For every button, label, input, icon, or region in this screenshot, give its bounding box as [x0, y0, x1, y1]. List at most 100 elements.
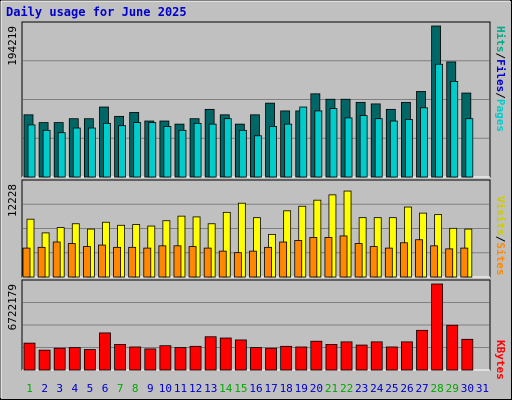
bar-pages-day-7 [118, 125, 126, 178]
x-tick-day-31: 31 [476, 382, 489, 395]
bar-sites-day-17 [264, 246, 272, 278]
legend-visits-sites-part-2: Sites [494, 242, 507, 275]
bar-kbytes-day-10 [159, 345, 172, 371]
x-tick-day-25: 25 [385, 382, 398, 395]
panel-max-label: 12228 [6, 184, 19, 217]
x-tick-day-23: 23 [355, 382, 368, 395]
x-tick-day-18: 18 [280, 382, 293, 395]
bar-kbytes-day-26 [401, 341, 413, 371]
bar-sites-day-15 [233, 252, 242, 278]
bar-pages-day-17 [269, 126, 277, 178]
x-tick-day-21: 21 [325, 382, 338, 395]
bar-sites-day-29 [445, 248, 454, 278]
bar-pages-day-29 [450, 80, 459, 178]
x-tick-day-12: 12 [189, 382, 202, 395]
x-tick-day-20: 20 [310, 382, 323, 395]
bar-kbytes-day-12 [189, 345, 202, 371]
bar-kbytes-day-15 [234, 339, 247, 371]
bar-sites-day-4 [67, 243, 76, 278]
bar-kbytes-day-8 [129, 346, 142, 371]
bar-kbytes-day-5 [83, 349, 96, 371]
legend-visits-sites: Visits/Sites [494, 196, 507, 276]
bar-sites-day-8 [128, 246, 137, 278]
bar-pages-day-23 [359, 115, 368, 178]
bar-pages-day-30 [465, 118, 474, 178]
x-tick-day-6: 6 [102, 382, 109, 395]
legend-hits-files-pages-part-4: Pages [494, 99, 507, 132]
x-tick-day-13: 13 [204, 382, 217, 395]
bar-pages-day-27 [420, 107, 428, 178]
bar-pages-day-3 [57, 132, 66, 178]
bar-kbytes-day-24 [370, 341, 383, 371]
bar-pages-day-18 [284, 123, 293, 178]
x-tick-day-30: 30 [461, 382, 474, 395]
bar-kbytes-day-16 [250, 347, 262, 371]
x-tick-day-14: 14 [219, 382, 233, 395]
x-tick-day-19: 19 [295, 382, 308, 395]
bar-kbytes-day-6 [99, 332, 111, 371]
x-tick-day-16: 16 [249, 382, 262, 395]
bar-sites-day-11 [173, 245, 182, 278]
bar-pages-day-12 [193, 122, 202, 178]
legend-hits-files-pages: Hits/Files/Pages [494, 26, 507, 132]
bar-kbytes-day-4 [68, 347, 81, 371]
chart-title: Daily usage for June 2025 [6, 5, 187, 19]
bar-pages-day-11 [178, 129, 187, 178]
bar-kbytes-day-20 [310, 340, 323, 371]
bar-pages-day-4 [72, 127, 81, 178]
bar-sites-day-24 [369, 246, 378, 278]
legend-hits-files-pages-part-3: / [494, 92, 507, 99]
bar-sites-day-23 [354, 243, 363, 278]
x-tick-day-27: 27 [415, 382, 428, 395]
x-tick-day-24: 24 [370, 382, 384, 395]
bar-pages-day-10 [163, 126, 172, 178]
x-tick-day-15: 15 [234, 382, 247, 395]
x-tick-day-5: 5 [87, 382, 94, 395]
legend-visits-sites-part-0: Visits [494, 196, 507, 236]
x-tick-day-2: 2 [41, 382, 48, 395]
bar-visits-day-22 [343, 190, 352, 278]
x-tick-day-28: 28 [431, 382, 444, 395]
legend-hits-files-pages-part-1: / [494, 53, 507, 60]
bar-visits-day-14 [222, 211, 231, 278]
x-tick-day-4: 4 [72, 382, 79, 395]
bar-sites-day-3 [52, 241, 61, 278]
bar-kbytes-day-23 [355, 344, 368, 371]
bar-sites-day-30 [460, 247, 469, 278]
bar-kbytes-day-11 [174, 347, 187, 371]
x-tick-day-9: 9 [147, 382, 154, 395]
legend-hits-files-pages-part-0: Hits [494, 26, 507, 53]
bar-kbytes-day-22 [340, 341, 353, 371]
bar-sites-day-1 [22, 247, 31, 278]
bar-sites-day-20 [309, 237, 318, 278]
bar-sites-day-10 [158, 245, 167, 278]
x-tick-day-29: 29 [446, 382, 459, 395]
bar-sites-day-27 [415, 239, 423, 278]
bar-pages-day-28 [435, 63, 444, 178]
bar-pages-day-22 [344, 117, 353, 178]
x-tick-day-1: 1 [26, 382, 33, 395]
bar-visits-day-16 [253, 217, 261, 278]
bar-visits-day-21 [328, 194, 337, 278]
bar-pages-day-16 [254, 135, 262, 178]
bar-sites-day-9 [143, 247, 152, 278]
bar-pages-day-5 [87, 127, 96, 178]
x-tick-day-22: 22 [340, 382, 353, 395]
bar-pages-day-6 [103, 122, 111, 178]
bar-pages-day-9 [148, 122, 157, 178]
bar-pages-day-1 [27, 124, 36, 178]
bar-kbytes-day-2 [38, 349, 51, 371]
bar-visits-day-26 [404, 206, 412, 278]
bar-sites-day-12 [188, 246, 197, 278]
x-tick-day-7: 7 [117, 382, 124, 395]
bar-kbytes-day-19 [295, 346, 308, 371]
bar-kbytes-day-13 [204, 336, 217, 371]
legend-visits-sites-part-1: / [494, 236, 507, 243]
bar-sites-day-22 [339, 235, 348, 278]
x-tick-day-10: 10 [159, 382, 172, 395]
bar-sites-day-5 [82, 246, 91, 278]
bar-pages-day-21 [329, 108, 338, 178]
bar-sites-day-2 [37, 246, 46, 278]
